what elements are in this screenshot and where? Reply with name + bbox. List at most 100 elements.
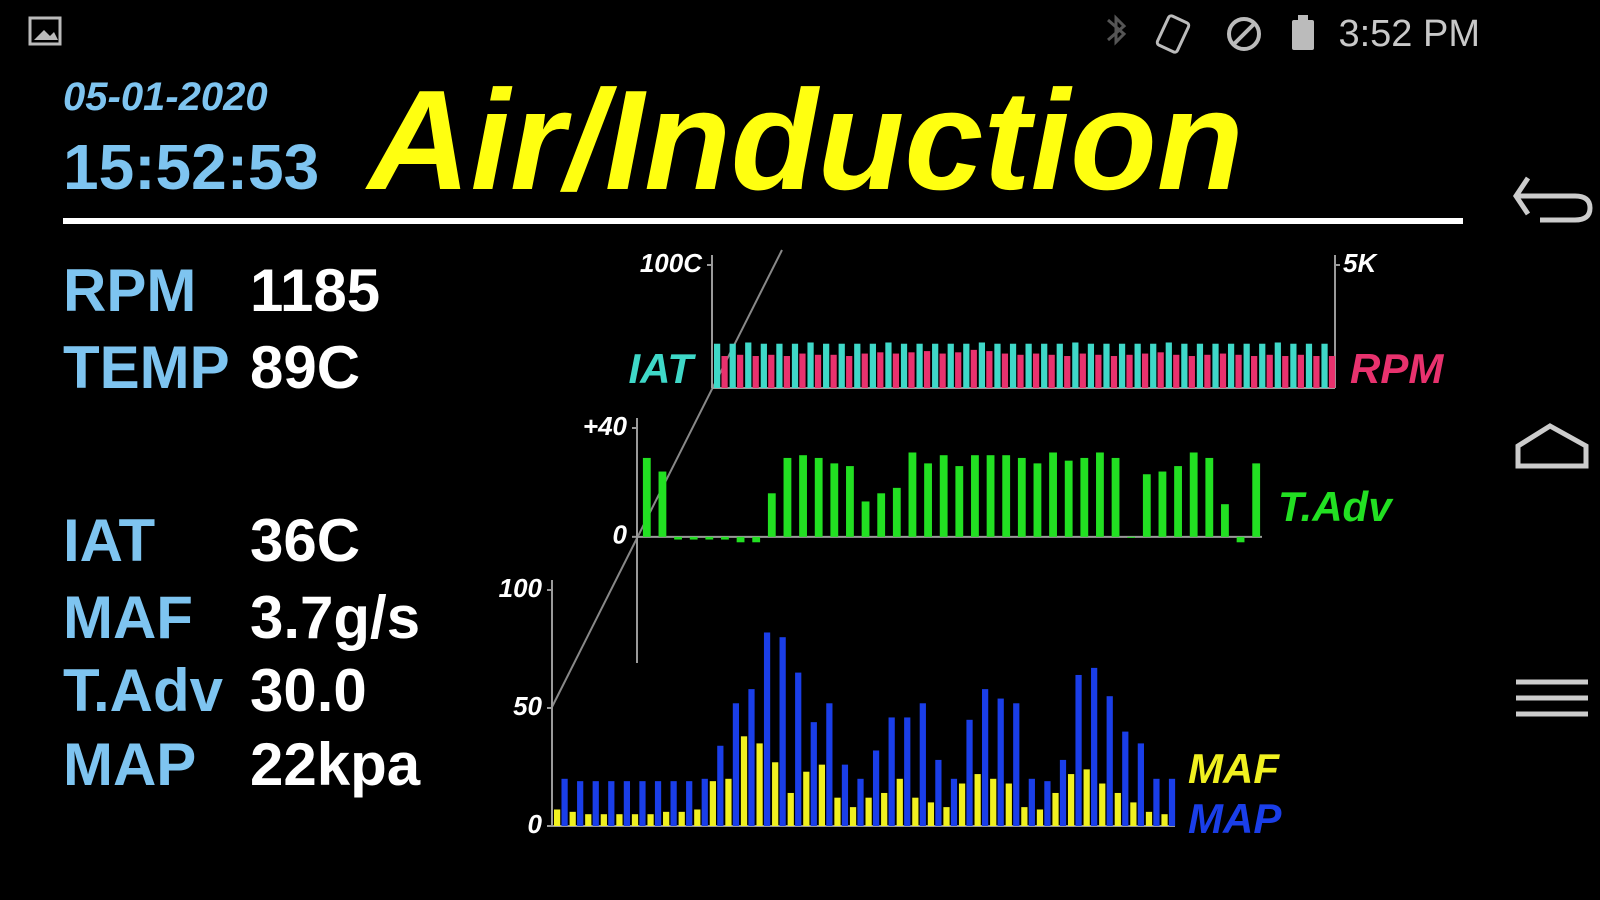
rotate-icon: [1155, 14, 1191, 54]
back-button[interactable]: [1512, 176, 1593, 223]
bar: [714, 343, 721, 388]
bar: [826, 703, 833, 826]
bar: [721, 356, 728, 388]
bar: [1137, 743, 1144, 826]
bar: [752, 356, 759, 388]
bar: [1017, 354, 1024, 388]
bar: [830, 463, 839, 537]
bar: [1153, 778, 1160, 826]
bar: [1096, 452, 1104, 537]
bar: [1313, 356, 1320, 388]
bar: [631, 814, 639, 826]
gallery-icon-art: [34, 30, 58, 40]
bar: [814, 457, 823, 537]
menu-button[interactable]: [1516, 679, 1588, 717]
bar: [768, 354, 775, 388]
bar: [803, 771, 810, 826]
bar: [1142, 474, 1151, 537]
bar: [994, 343, 1001, 388]
bar: [1251, 356, 1258, 388]
bar: [919, 703, 926, 826]
y-tick-label: 100: [499, 573, 543, 603]
bar: [1106, 696, 1113, 826]
bar: [654, 781, 662, 826]
bar: [736, 536, 745, 543]
bar: [838, 343, 845, 388]
bar: [932, 343, 939, 388]
bar: [1165, 342, 1172, 388]
legend-label: MAF: [1188, 745, 1280, 792]
bar: [1168, 778, 1176, 826]
bar: [585, 814, 592, 826]
bar: [923, 351, 931, 388]
bar: [663, 811, 670, 826]
status-icons: [28, 14, 1314, 54]
bar: [701, 778, 708, 826]
bar: [608, 781, 615, 826]
y-tick-label: 50: [513, 691, 542, 721]
bar: [1122, 731, 1129, 826]
bar: [1188, 356, 1195, 388]
bar: [966, 719, 973, 826]
legend-label: IAT: [628, 345, 696, 392]
bar: [982, 689, 989, 826]
bar: [1099, 783, 1106, 826]
bar: [1150, 343, 1157, 388]
readout-label: IAT: [63, 507, 155, 574]
bar: [990, 778, 997, 826]
bar: [997, 698, 1004, 826]
bar: [971, 455, 979, 537]
bar: [658, 471, 667, 537]
bar: [799, 353, 806, 388]
clock: 15:52:53: [63, 131, 319, 203]
bar: [725, 778, 732, 826]
bar: [924, 463, 932, 537]
bar: [888, 717, 895, 826]
bar: [908, 352, 915, 388]
bar: [1091, 667, 1098, 826]
bar: [861, 353, 868, 388]
bar: [1103, 343, 1110, 388]
readout-value: 22kpa: [250, 731, 421, 798]
bar: [1083, 769, 1090, 826]
bar: [1145, 811, 1153, 826]
bar: [1297, 354, 1304, 388]
bar: [1033, 463, 1042, 537]
bar: [1134, 343, 1141, 388]
bar: [1189, 452, 1198, 537]
bar: [927, 802, 935, 826]
bar: [986, 455, 995, 537]
bar: [1114, 792, 1121, 826]
bar: [974, 774, 981, 826]
bar: [943, 807, 950, 826]
bar: [1048, 354, 1055, 388]
bar: [689, 536, 698, 540]
bar: [752, 536, 761, 543]
home-button[interactable]: [1515, 423, 1589, 469]
page-title: Air/Induction: [365, 61, 1244, 220]
bar: [767, 493, 776, 537]
bar: [830, 354, 837, 388]
bar: [1130, 802, 1137, 826]
bar: [783, 356, 791, 388]
bar: [1173, 354, 1180, 388]
bar: [776, 343, 783, 388]
bar: [854, 343, 861, 388]
battery-icon: [1292, 20, 1314, 50]
bar: [865, 797, 872, 826]
bar: [737, 354, 744, 388]
bar: [729, 343, 736, 388]
bar: [1181, 343, 1188, 388]
decor-line: [550, 249, 783, 710]
bar: [1221, 504, 1229, 537]
bar: [986, 351, 993, 388]
gallery-icon: [28, 16, 62, 46]
bar: [1328, 356, 1336, 388]
readout-label: MAP: [63, 731, 196, 798]
bar: [857, 778, 864, 826]
bar: [1028, 778, 1035, 826]
bar: [1174, 466, 1182, 537]
y-tick-label: +40: [583, 411, 628, 441]
